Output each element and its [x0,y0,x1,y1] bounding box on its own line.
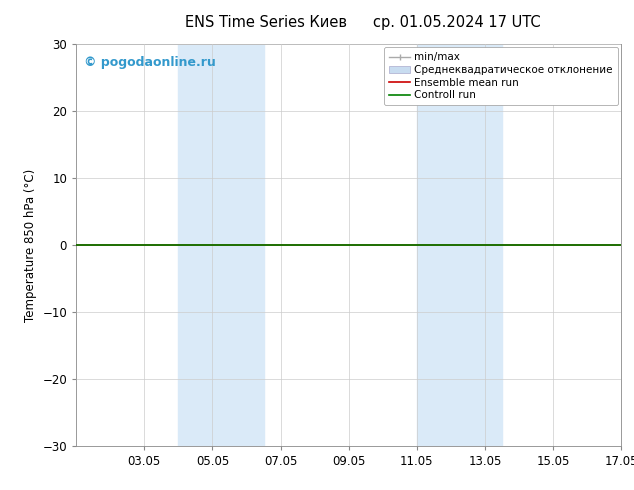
Text: © pogodaonline.ru: © pogodaonline.ru [84,56,216,69]
Text: ENS Time Series Киев: ENS Time Series Киев [185,15,347,30]
Text: ср. 01.05.2024 17 UTC: ср. 01.05.2024 17 UTC [373,15,540,30]
Bar [178,44,264,446]
Y-axis label: Temperature 850 hPa (°C): Temperature 850 hPa (°C) [23,169,37,321]
Legend: min/max, Среднеквадратическое отклонение, Ensemble mean run, Controll run: min/max, Среднеквадратическое отклонение… [384,47,618,105]
Bar [417,44,502,446]
